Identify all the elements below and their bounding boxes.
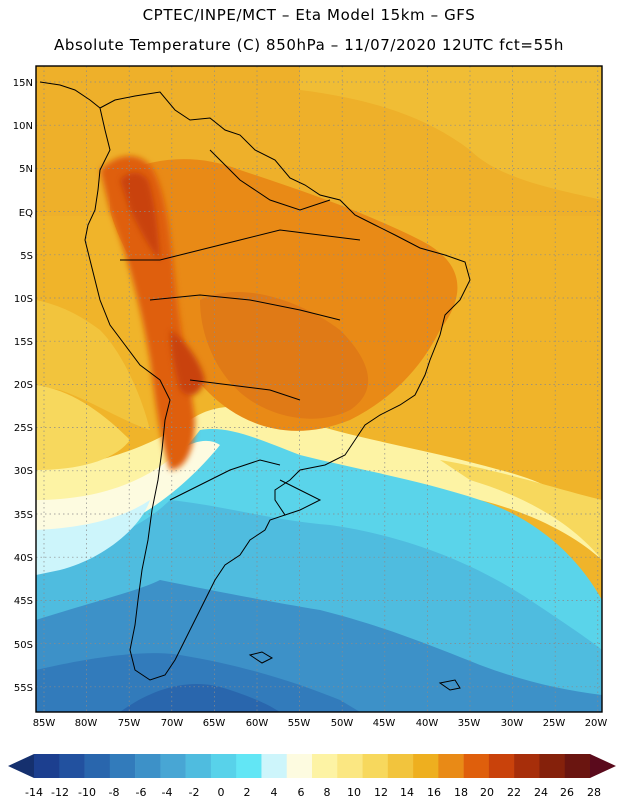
lat-label: 20S: [14, 380, 33, 391]
legend-tick: 26: [560, 786, 574, 799]
legend-color-cell: [463, 754, 490, 778]
legend-color-cell: [312, 754, 338, 778]
legend-tick: 24: [534, 786, 548, 799]
legend-arrow-right: [590, 754, 616, 778]
legend-color-cell: [109, 754, 136, 778]
lon-label: 30W: [501, 718, 524, 729]
legend-tick: 18: [454, 786, 468, 799]
legend-color-cell: [135, 754, 161, 778]
legend-tick: 20: [480, 786, 494, 799]
lat-label: 55S: [14, 683, 33, 694]
legend-color-cell: [413, 754, 439, 778]
lon-label: 60W: [246, 718, 269, 729]
lon-label: 35W: [458, 718, 481, 729]
legend-color-cell: [564, 754, 591, 778]
legend-color-cell: [514, 754, 540, 778]
legend-tick: -14: [25, 786, 43, 799]
legend-arrow-left: [8, 754, 34, 778]
lat-label: 35S: [14, 510, 33, 521]
lon-label: 80W: [75, 718, 98, 729]
lat-label: 10N: [13, 121, 33, 132]
legend-color-cell: [261, 754, 288, 778]
legend-color-cell: [160, 754, 186, 778]
legend-color-cell: [84, 754, 111, 778]
lat-label: 30S: [14, 466, 33, 477]
legend-tick: 8: [324, 786, 331, 799]
lon-label: 55W: [288, 718, 311, 729]
legend-tick: 28: [587, 786, 601, 799]
lon-label: 20W: [585, 718, 608, 729]
legend-tick: 12: [374, 786, 388, 799]
legend-color-cell: [337, 754, 363, 778]
lon-label: 75W: [118, 718, 141, 729]
lat-label: 5N: [19, 164, 33, 175]
title-line-1: CPTEC/INPE/MCT – Eta Model 15km – GFS: [142, 6, 476, 24]
lon-label: 70W: [161, 718, 184, 729]
latitude-labels: 15N 10N 5N EQ 5S 10S 15S 20S 25S 30S 35S…: [13, 78, 33, 694]
lat-label: 5S: [20, 251, 33, 262]
lat-label: 15N: [13, 78, 33, 89]
longitude-labels: 85W 80W 75W 70W 65W 60W 55W 50W 45W 40W …: [33, 718, 608, 729]
lon-label: 25W: [543, 718, 566, 729]
legend-color-cell: [59, 754, 85, 778]
lat-label: 25S: [14, 423, 33, 434]
legend-tick: -6: [136, 786, 147, 799]
map-frame: [35, 65, 603, 713]
legend-color-cell: [438, 754, 464, 778]
legend-tick: 2: [244, 786, 251, 799]
lat-label: 40S: [14, 553, 33, 564]
legend-tick: 10: [347, 786, 361, 799]
legend-tick: 16: [427, 786, 441, 799]
temperature-field: [36, 66, 602, 712]
legend-color-cell: [488, 754, 515, 778]
legend-tick: -8: [109, 786, 120, 799]
legend-color-cell: [236, 754, 262, 778]
lat-label: 10S: [14, 294, 33, 305]
lat-label: EQ: [19, 208, 33, 219]
legend-color-cell: [286, 754, 313, 778]
legend-color-cell: [539, 754, 566, 778]
legend-tick: 14: [400, 786, 414, 799]
lon-label: 45W: [373, 718, 396, 729]
legend-color-cell: [185, 754, 212, 778]
legend-color-cell: [387, 754, 414, 778]
legend-tick: 4: [271, 786, 278, 799]
lon-label: 40W: [416, 718, 439, 729]
legend-tick: -10: [78, 786, 96, 799]
lat-label: 45S: [14, 596, 33, 607]
lon-label: 65W: [203, 718, 226, 729]
legend-tick: -4: [162, 786, 173, 799]
legend-tick: -2: [189, 786, 200, 799]
legend-color-cell: [34, 754, 60, 778]
legend-tick: 0: [218, 786, 225, 799]
legend-color-cell: [362, 754, 389, 778]
coastline-outline: [39, 81, 471, 691]
color-legend: -14 -12 -10 -8 -6 -4 -2 0 2 4 6 8 10 12 …: [8, 754, 616, 799]
lat-label: 50S: [14, 640, 33, 651]
legend-tick: -12: [51, 786, 69, 799]
lon-label: 85W: [33, 718, 56, 729]
legend-tick: 6: [298, 786, 305, 799]
lat-label: 15S: [14, 337, 33, 348]
legend-tick: 22: [507, 786, 521, 799]
title-line-2: Absolute Temperature (C) 850hPa – 11/07/…: [54, 36, 564, 54]
legend-color-cell: [210, 754, 237, 778]
lon-label: 50W: [331, 718, 354, 729]
